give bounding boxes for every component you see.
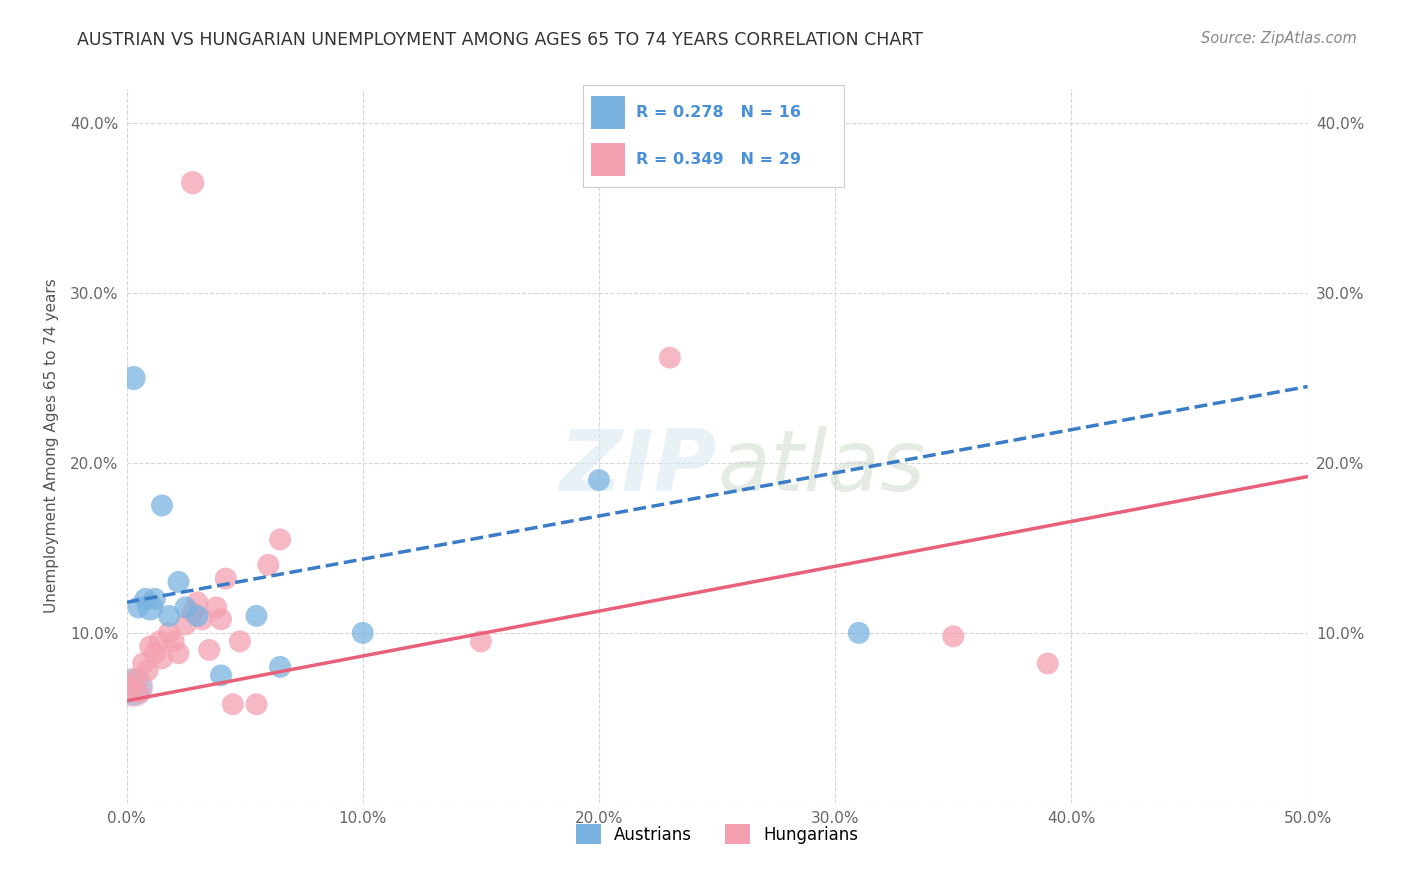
Point: [163, 634, 186, 648]
Point: [143, 646, 166, 660]
Point: [269, 660, 291, 674]
Point: [269, 533, 291, 547]
Point: [167, 646, 190, 660]
Point: [181, 606, 204, 620]
Point: [181, 176, 204, 190]
Legend: Austrians, Hungarians: Austrians, Hungarians: [575, 824, 859, 845]
Point: [186, 608, 208, 623]
Point: [127, 600, 149, 615]
Point: [245, 608, 267, 623]
Point: [257, 558, 280, 572]
Point: [139, 640, 162, 654]
Text: atlas: atlas: [717, 425, 925, 509]
Point: [134, 591, 156, 606]
Text: ZIP: ZIP: [560, 425, 717, 509]
Point: [149, 634, 172, 648]
Point: [229, 634, 252, 648]
Point: [205, 600, 228, 615]
Point: [215, 572, 238, 586]
Point: [942, 629, 965, 643]
FancyBboxPatch shape: [592, 144, 626, 176]
Point: [122, 680, 145, 694]
Point: [848, 626, 870, 640]
Point: [209, 668, 232, 682]
Point: [150, 499, 173, 513]
Point: [125, 673, 148, 688]
Point: [157, 608, 180, 623]
Point: [191, 612, 214, 626]
FancyBboxPatch shape: [592, 96, 626, 128]
Point: [122, 680, 145, 694]
Point: [352, 626, 374, 640]
Point: [470, 634, 492, 648]
Point: [143, 591, 166, 606]
Text: R = 0.349   N = 29: R = 0.349 N = 29: [636, 153, 800, 167]
Point: [209, 612, 232, 626]
Point: [658, 351, 681, 365]
Point: [136, 663, 159, 677]
Point: [1036, 657, 1059, 671]
Point: [174, 617, 197, 632]
Text: AUSTRIAN VS HUNGARIAN UNEMPLOYMENT AMONG AGES 65 TO 74 YEARS CORRELATION CHART: AUSTRIAN VS HUNGARIAN UNEMPLOYMENT AMONG…: [77, 31, 924, 49]
Point: [186, 595, 208, 609]
Text: R = 0.278   N = 16: R = 0.278 N = 16: [636, 105, 800, 120]
Point: [174, 600, 197, 615]
Text: Source: ZipAtlas.com: Source: ZipAtlas.com: [1201, 31, 1357, 46]
Point: [222, 698, 245, 712]
Point: [588, 473, 610, 487]
Point: [198, 643, 221, 657]
Point: [122, 371, 145, 385]
Point: [132, 657, 155, 671]
Point: [120, 680, 142, 694]
Point: [150, 651, 173, 665]
Point: [157, 626, 180, 640]
Point: [245, 698, 267, 712]
Y-axis label: Unemployment Among Ages 65 to 74 years: Unemployment Among Ages 65 to 74 years: [44, 278, 59, 614]
Point: [127, 685, 149, 699]
Point: [167, 574, 190, 589]
Point: [139, 600, 162, 615]
